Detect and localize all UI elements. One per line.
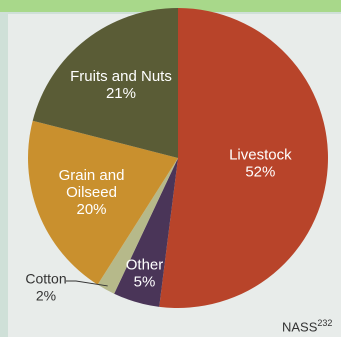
slice-label-fruits-and-nuts-line-1: 21% [106,85,136,102]
slice-label-other-line-1: 5% [134,274,156,291]
slice-label-grain-and-oilseed-line-0: Grain and [59,167,125,184]
slice-label-grain-and-oilseed-line-2: 20% [77,201,107,218]
source-text: NASS [282,319,318,335]
slice-label-fruits-and-nuts-line-0: Fruits and Nuts [70,68,172,85]
slice-label-livestock-line-1: 52% [245,164,275,181]
top-band [0,0,341,12]
slice-label-cotton-line-1: 2% [36,288,56,304]
source-superscript: 232 [317,318,333,328]
cotton-leader-line [66,280,108,287]
pie-slice-livestock [159,8,328,308]
slice-label-cotton-line-0: Cotton [25,271,66,287]
pie-slice-grain-and-oilseed [27,120,178,285]
pie-slice-fruits-and-nuts [32,8,178,158]
pie-slice-other [114,158,178,307]
slice-label-grain-and-oilseed-line-1: Oilseed [66,184,117,201]
slice-label-livestock-line-0: Livestock [229,147,292,164]
slice-label-other-line-0: Other [126,257,164,274]
source-label: NASS232 [282,318,332,334]
pie-slice-cotton [97,158,178,294]
